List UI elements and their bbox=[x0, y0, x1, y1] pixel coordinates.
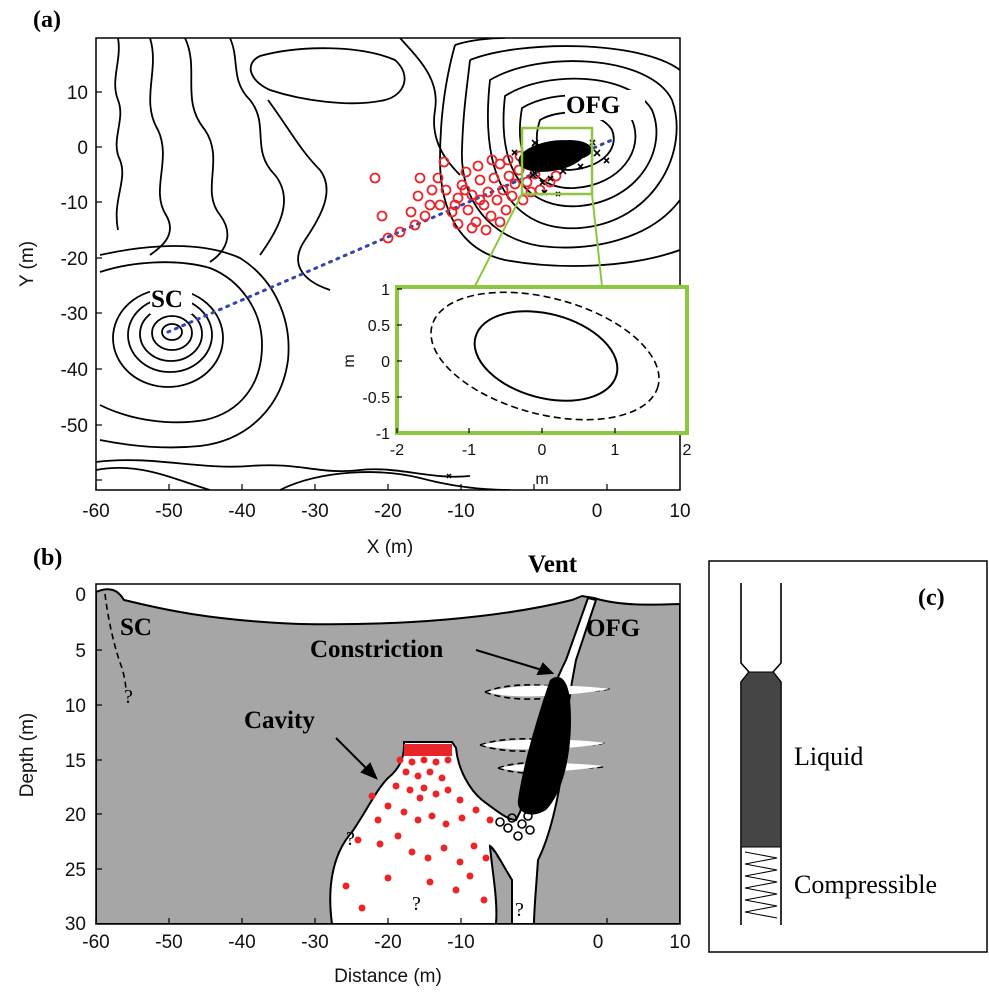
section-ytick-3: 15 bbox=[65, 751, 86, 772]
sc-ofg-dotted-line bbox=[166, 138, 614, 334]
map-xtick-3: -30 bbox=[301, 501, 328, 522]
inset-ytick-2: 0 bbox=[381, 354, 390, 371]
question-mark-3: ? bbox=[412, 893, 421, 915]
section-xtick-2: -40 bbox=[228, 932, 255, 953]
inset-ytick-3: -0.5 bbox=[362, 390, 390, 407]
section-ytick-6: 30 bbox=[65, 914, 86, 935]
section-xtick-6: 0 bbox=[593, 932, 604, 953]
map-ticks bbox=[95, 91, 608, 490]
inset-xtick-2: 0 bbox=[538, 442, 547, 459]
map-ytick-2: -10 bbox=[61, 193, 88, 214]
section-xtick-1: -50 bbox=[155, 932, 182, 953]
section-label-sc: SC bbox=[120, 614, 152, 641]
map-xtick-7: 10 bbox=[669, 501, 690, 522]
map-ytick-1: 0 bbox=[77, 138, 88, 159]
vent-conduit bbox=[565, 597, 597, 661]
map-xtick-2: -40 bbox=[228, 501, 255, 522]
section-ytick-4: 20 bbox=[65, 805, 86, 826]
question-mark-2: ? bbox=[346, 828, 355, 850]
panel-label-a: (a) bbox=[33, 7, 61, 33]
zoom-connector-right bbox=[591, 193, 603, 287]
map-ytick-5: -40 bbox=[61, 360, 88, 381]
section-xlabel: Distance (m) bbox=[334, 966, 442, 987]
section-xtick-3: -30 bbox=[301, 932, 328, 953]
section-ytick-5: 25 bbox=[65, 860, 86, 881]
inset-xtick-4: 2 bbox=[683, 442, 692, 459]
question-mark-1: ? bbox=[124, 686, 133, 708]
zoom-box bbox=[520, 126, 594, 196]
section-ytick-1: 5 bbox=[75, 641, 86, 662]
liquid-column bbox=[740, 671, 782, 848]
map-ytick-6: -50 bbox=[61, 416, 88, 437]
section-body bbox=[96, 588, 680, 924]
map-xtick-1: -50 bbox=[155, 501, 182, 522]
label-compressible: Compressible bbox=[794, 870, 937, 899]
compressible-spring bbox=[744, 851, 778, 919]
section-ylabel: Depth (m) bbox=[17, 713, 38, 797]
inset-ylabel: m bbox=[341, 354, 358, 367]
inset-xlabel: m bbox=[535, 471, 548, 488]
section-ytick-2: 10 bbox=[65, 696, 86, 717]
inset-ellipses bbox=[430, 291, 660, 421]
map-xlabel: X (m) bbox=[367, 537, 413, 558]
section-xtick-7: 10 bbox=[669, 932, 690, 953]
question-mark-4: ? bbox=[515, 899, 524, 921]
panel-label-b: (b) bbox=[33, 545, 62, 571]
section-xtick-4: -20 bbox=[374, 932, 401, 953]
section-ytick-0: 0 bbox=[75, 585, 86, 606]
map-ytick-0: 10 bbox=[67, 83, 88, 104]
inset-ytick-1: 0.5 bbox=[368, 318, 390, 335]
label-liquid: Liquid bbox=[794, 742, 863, 771]
ofg-label-bg bbox=[565, 90, 645, 120]
inset-ticks bbox=[396, 288, 616, 433]
outer-dashed-ellipse bbox=[430, 291, 660, 421]
map-plot: SC OFG -2 -1 0 1 2 1 0.5 0 -0.5 bbox=[17, 37, 692, 558]
black-asterisk-markers bbox=[446, 139, 610, 479]
inset-plot: -2 -1 0 1 2 1 0.5 0 -0.5 -1 m m bbox=[341, 282, 692, 488]
annotation-arrows bbox=[335, 649, 555, 780]
inset-xtick-1: -1 bbox=[462, 442, 476, 459]
section-xtick-5: -10 bbox=[447, 932, 474, 953]
red-circle-markers bbox=[369, 150, 562, 244]
map-xtick-5: -10 bbox=[447, 501, 474, 522]
label-cavity: Cavity bbox=[244, 707, 315, 734]
inset-xtick-3: 1 bbox=[611, 442, 620, 459]
inset-ytick-4: -1 bbox=[376, 426, 390, 443]
section-xtick-0: -60 bbox=[82, 932, 109, 953]
label-constriction: Constriction bbox=[310, 636, 443, 663]
sc-label-bg bbox=[150, 284, 192, 314]
panel-label-c: (c) bbox=[918, 585, 945, 611]
inset-ytick-0: 1 bbox=[381, 282, 390, 299]
model-panel: (c) Liquid Compressible bbox=[708, 560, 988, 953]
red-star-markers bbox=[342, 744, 494, 912]
map-ylabel: Y (m) bbox=[17, 241, 38, 287]
map-xtick-0: -60 bbox=[82, 501, 109, 522]
inset-xtick-0: -2 bbox=[390, 442, 404, 459]
inner-solid-ellipse bbox=[473, 310, 619, 402]
zoom-connector-left bbox=[474, 193, 523, 287]
map-label-sc: SC bbox=[151, 286, 183, 313]
section-plot: Vent SC OFG Constriction Cavity ? ? ? ? … bbox=[17, 551, 691, 987]
map-xtick-6: 0 bbox=[592, 501, 603, 522]
label-vent: Vent bbox=[528, 551, 578, 578]
section-label-ofg: OFG bbox=[586, 615, 640, 642]
map-ytick-3: -20 bbox=[61, 249, 88, 270]
map-label-ofg: OFG bbox=[566, 92, 620, 119]
map-xtick-4: -20 bbox=[374, 501, 401, 522]
black-conduit-markers bbox=[495, 676, 571, 841]
section-ticks bbox=[95, 649, 608, 924]
map-ytick-4: -30 bbox=[61, 304, 88, 325]
